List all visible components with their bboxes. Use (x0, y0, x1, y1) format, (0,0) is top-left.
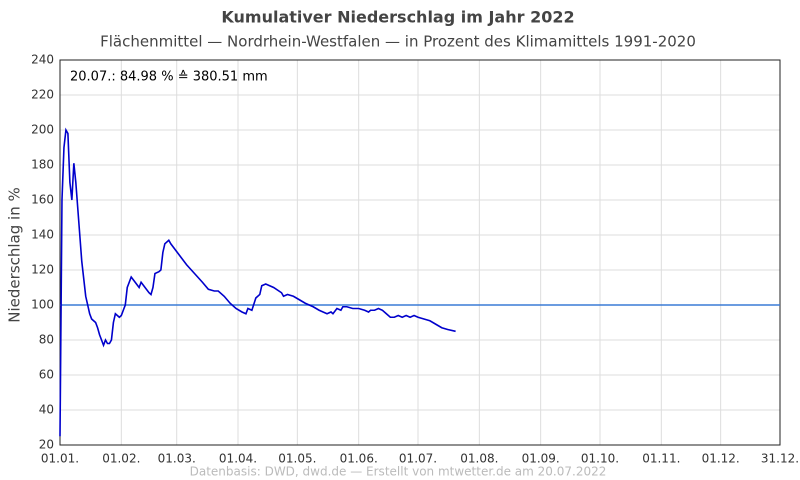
x-tick-label: 01.10. (581, 452, 619, 466)
y-tick-label: 240 (31, 53, 54, 67)
y-tick-label: 100 (31, 298, 54, 312)
x-tick-label: 31.12. (761, 452, 799, 466)
x-tick-label: 01.12. (702, 452, 740, 466)
chart-subtitle: Flächenmittel — Nordrhein-Westfalen — in… (100, 33, 696, 51)
plot-frame (59, 59, 781, 446)
y-tick-label: 180 (31, 158, 54, 172)
y-tick-label: 140 (31, 228, 54, 242)
x-tick-label: 01.07. (399, 452, 437, 466)
y-tick-label: 160 (31, 193, 54, 207)
x-tick-label: 01.06. (340, 452, 378, 466)
y-tick-label: 20 (39, 438, 54, 452)
y-tick-label: 200 (31, 123, 54, 137)
y-tick-label: 40 (39, 403, 54, 417)
footer: Datenbasis: DWD, dwd.de — Erstellt von m… (190, 465, 607, 479)
chart-title: Kumulativer Niederschlag im Jahr 2022 (221, 8, 574, 27)
y-tick-label: 120 (31, 263, 54, 277)
annotation: 20.07.: 84.98 % ≙ 380.51 mm (70, 70, 268, 85)
y-tick-label: 80 (39, 333, 54, 347)
x-tick-label: 01.09. (522, 452, 560, 466)
x-tick-label: 01.11. (642, 452, 680, 466)
y-tick-label: 220 (31, 88, 54, 102)
y-tick-label: 60 (39, 368, 54, 382)
x-tick-label: 01.02. (102, 452, 140, 466)
data-line (59, 127, 456, 437)
x-tick-label: 01.08. (460, 452, 498, 466)
x-tick-label: 01.05. (278, 452, 316, 466)
x-tick-label: 01.04. (219, 452, 257, 466)
x-tick-label: 01.03. (158, 452, 196, 466)
x-tick-label: 01.01. (41, 452, 79, 466)
y-axis-label: Niederschlag in % (6, 187, 24, 322)
